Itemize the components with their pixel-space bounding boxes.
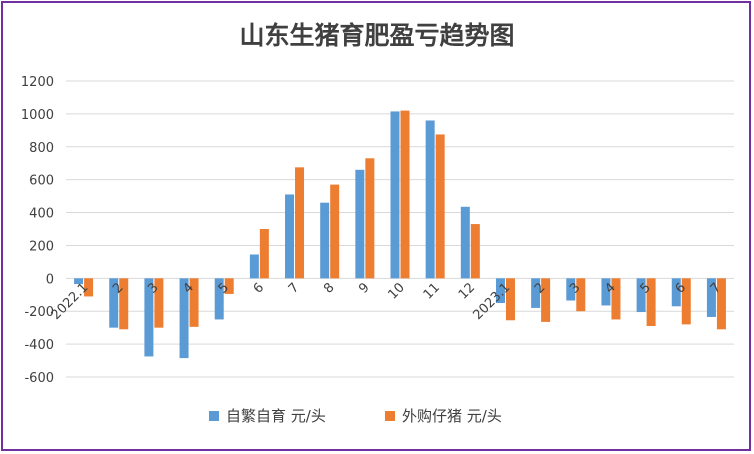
x-tick-label: 7 xyxy=(286,280,302,296)
x-tick-label: 12 xyxy=(456,280,478,302)
bar-purchased-piglet xyxy=(84,278,94,297)
y-tick-label: 0 xyxy=(46,272,54,287)
bar-self-bred xyxy=(601,278,611,306)
bars xyxy=(74,110,726,359)
bar-purchased-piglet xyxy=(189,278,199,327)
y-tick-label: 1000 xyxy=(21,108,54,123)
bar-self-bred xyxy=(566,278,576,301)
y-tick-label: 800 xyxy=(29,141,54,156)
bar-purchased-piglet xyxy=(259,229,269,279)
bar-self-bred xyxy=(531,278,541,308)
bar-self-bred xyxy=(460,206,470,279)
x-tick-label: 10 xyxy=(386,280,408,302)
bar-purchased-piglet xyxy=(611,278,621,320)
bar-purchased-piglet xyxy=(119,278,129,330)
bar-purchased-piglet xyxy=(330,184,340,279)
legend-swatch xyxy=(385,411,395,421)
y-axis-ticks: -600 -400 -200 0 200 400 600 800 1000 1200 xyxy=(21,75,54,386)
y-tick-label: -200 xyxy=(24,305,54,320)
bar-self-bred xyxy=(425,120,435,279)
bar-purchased-piglet xyxy=(400,110,410,279)
bar-self-bred xyxy=(144,278,154,357)
bar-purchased-piglet xyxy=(541,278,551,322)
legend-swatch xyxy=(209,411,219,421)
grid xyxy=(66,80,734,378)
x-tick-label: 8 xyxy=(321,280,337,296)
bar-self-bred xyxy=(320,202,330,279)
bar-self-bred xyxy=(179,278,189,359)
bar-purchased-piglet xyxy=(646,278,656,327)
bar-purchased-piglet xyxy=(470,224,480,279)
bar-self-bred xyxy=(285,194,295,279)
x-tick-label: 2022.1 xyxy=(49,280,92,323)
bar-purchased-piglet xyxy=(435,134,445,279)
x-tick-label: 11 xyxy=(421,280,443,302)
bar-purchased-piglet xyxy=(224,278,234,294)
y-tick-label: 400 xyxy=(29,207,54,222)
chart-title: 山东生猪育肥盈亏趋势图 xyxy=(239,21,514,50)
y-tick-label: -400 xyxy=(24,338,54,353)
bar-self-bred xyxy=(249,254,259,279)
y-tick-label: 1200 xyxy=(21,75,54,90)
y-tick-label: 600 xyxy=(29,174,54,189)
bar-self-bred xyxy=(706,278,716,317)
legend-label: 外购仔猪 元/头 xyxy=(402,407,502,425)
y-tick-label: -600 xyxy=(24,371,54,386)
bar-purchased-piglet xyxy=(716,278,726,330)
bar-purchased-piglet xyxy=(505,278,515,321)
bar-purchased-piglet xyxy=(576,278,586,312)
y-tick-label: 200 xyxy=(29,239,54,254)
bar-self-bred xyxy=(355,169,365,279)
bar-self-bred xyxy=(390,111,400,279)
bar-self-bred xyxy=(636,278,646,313)
bar-self-bred xyxy=(109,278,119,328)
bar-purchased-piglet xyxy=(154,278,164,328)
bar-self-bred xyxy=(495,278,505,303)
x-tick-label: 9 xyxy=(356,280,372,296)
legend: 自繁自育 元/头 外购仔猪 元/头 xyxy=(209,407,502,425)
bar-purchased-piglet xyxy=(681,278,691,325)
legend-label: 自繁自育 元/头 xyxy=(226,407,326,425)
bar-self-bred xyxy=(214,278,224,320)
bar-purchased-piglet xyxy=(365,158,375,279)
x-tick-label: 6 xyxy=(251,280,267,296)
bar-self-bred xyxy=(74,278,84,285)
bar-purchased-piglet xyxy=(295,167,305,279)
bar-self-bred xyxy=(671,278,681,307)
